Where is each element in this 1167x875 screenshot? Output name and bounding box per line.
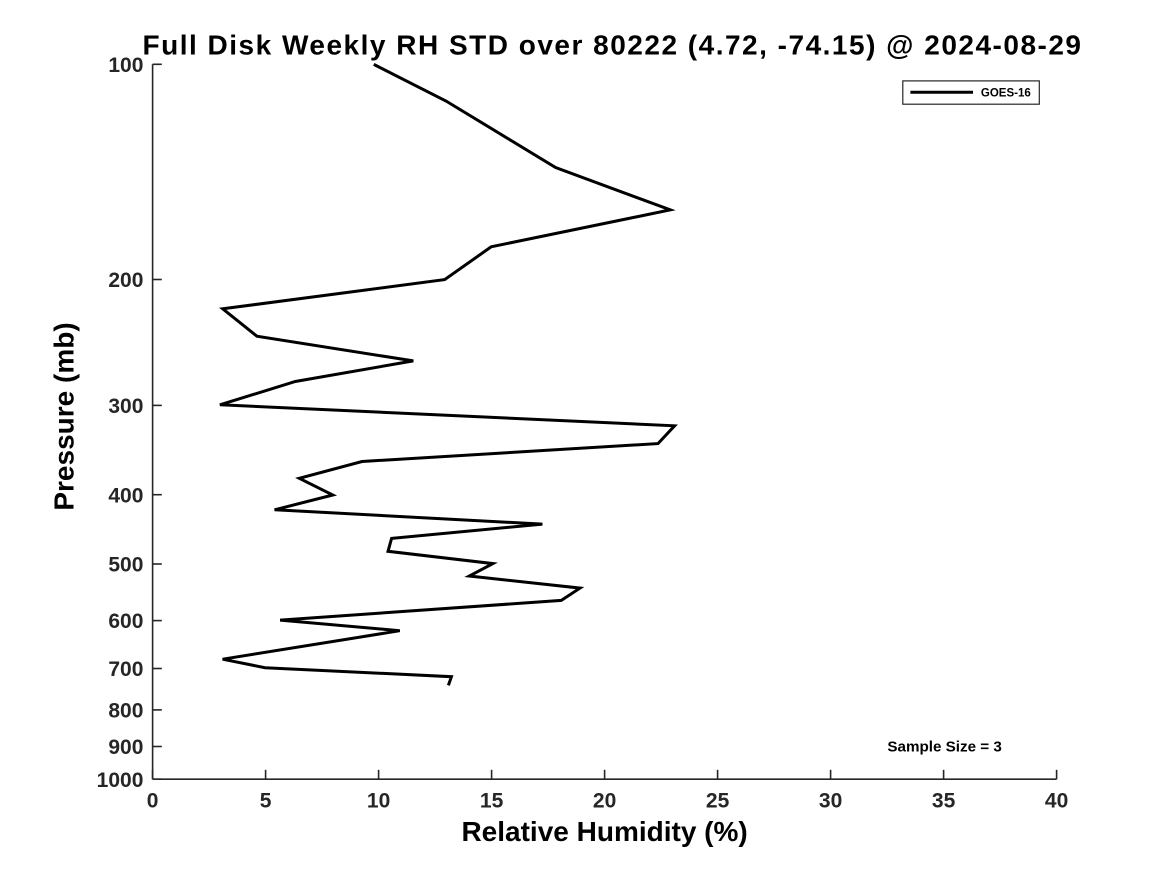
svg-text:Pressure (mb): Pressure (mb) [49,322,80,510]
svg-text:500: 500 [108,554,143,577]
svg-text:900: 900 [108,736,143,759]
svg-text:700: 700 [108,658,143,681]
svg-text:5: 5 [260,790,272,813]
svg-text:400: 400 [108,484,143,507]
svg-text:25: 25 [706,790,730,813]
svg-text:600: 600 [108,610,143,633]
svg-text:Relative Humidity (%): Relative Humidity (%) [461,816,747,847]
svg-text:20: 20 [593,790,616,813]
svg-text:0: 0 [147,790,159,813]
svg-text:300: 300 [108,395,143,418]
svg-text:10: 10 [367,790,390,813]
svg-text:Full Disk Weekly RH STD over 8: Full Disk Weekly RH STD over 80222 (4.72… [143,30,1083,61]
svg-text:35: 35 [932,790,956,813]
svg-text:800: 800 [108,700,143,723]
svg-text:1000: 1000 [97,769,144,792]
svg-text:GOES-16: GOES-16 [981,87,1031,99]
svg-text:Sample Size = 3: Sample Size = 3 [887,739,1001,756]
svg-text:40: 40 [1045,790,1068,813]
svg-text:100: 100 [108,54,143,77]
svg-text:15: 15 [480,790,504,813]
svg-text:30: 30 [819,790,842,813]
svg-text:200: 200 [108,269,143,292]
